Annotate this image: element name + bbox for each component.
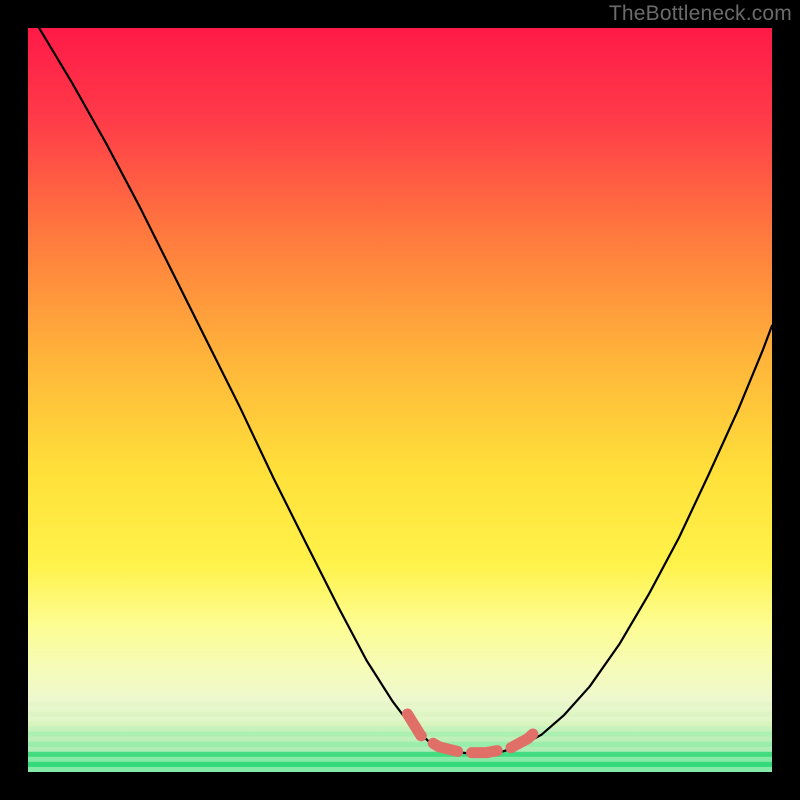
watermark-text: TheBottleneck.com (609, 2, 792, 26)
plot-area (28, 28, 772, 772)
gradient-background (28, 28, 772, 772)
plot-svg (28, 28, 772, 772)
chart-container: TheBottleneck.com (0, 0, 800, 800)
